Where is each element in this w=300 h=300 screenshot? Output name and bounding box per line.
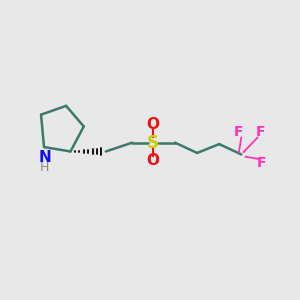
Text: O: O <box>146 153 159 168</box>
Text: N: N <box>38 150 51 165</box>
Text: O: O <box>146 117 159 132</box>
Text: H: H <box>40 161 49 174</box>
Text: F: F <box>234 125 243 139</box>
Text: F: F <box>256 125 265 139</box>
Text: S: S <box>147 134 159 152</box>
Text: F: F <box>257 156 267 170</box>
